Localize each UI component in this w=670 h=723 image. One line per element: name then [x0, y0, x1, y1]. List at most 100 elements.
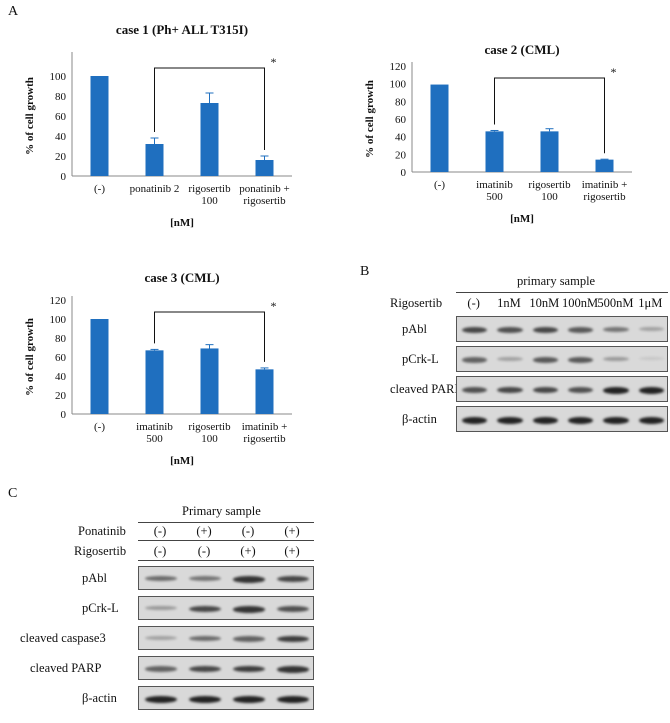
blot-band	[638, 327, 664, 332]
x-tick-label: ponatinib 2	[130, 183, 180, 195]
panel-label-a: A	[8, 4, 19, 19]
blot-b-column-label: 500nM	[597, 296, 634, 310]
blot-band	[145, 606, 177, 611]
bar	[200, 103, 219, 176]
blot-b-column-label: 10nM	[529, 296, 560, 310]
blot-band	[189, 696, 221, 703]
x-tick-label: rigosertib	[188, 421, 231, 433]
y-tick-label: 0	[61, 171, 67, 183]
blot-c-strip	[138, 596, 314, 620]
bar	[90, 76, 109, 176]
y-axis-label: % of cell growth	[24, 77, 36, 155]
panel-label-b: B	[360, 264, 370, 279]
blot-b-strip	[456, 346, 668, 372]
chart-case-2: case 2 (CML) % of cell growth 0 20 40 60 80 100…	[364, 42, 632, 225]
x-tick-label: imatinib	[136, 421, 173, 433]
blot-c-header-rule	[138, 522, 314, 523]
x-tick-label: rigosertib	[528, 179, 571, 191]
y-axis-label: % of cell growth	[24, 318, 36, 396]
blot-c-condition-value: (+)	[284, 524, 300, 538]
blot-band	[462, 417, 488, 424]
blot-band	[532, 387, 558, 394]
blot-b-strip	[456, 376, 668, 402]
y-tick-label: 100	[50, 71, 67, 83]
x-tick-label: rigosertib	[583, 191, 626, 203]
x-tick-label: 100	[201, 195, 218, 207]
x-tick-label: (-)	[434, 179, 445, 191]
blot-band	[638, 357, 664, 361]
significance-bracket	[494, 77, 605, 154]
blot-band	[497, 357, 523, 362]
blot-band	[603, 417, 629, 424]
blot-b-header: primary sample	[517, 274, 596, 288]
significance-bracket	[154, 67, 265, 150]
x-tick-label: 100	[541, 191, 558, 203]
blot-band	[189, 606, 221, 613]
y-tick-label: 20	[55, 151, 67, 163]
bar	[90, 319, 109, 414]
chart-title: case 2 (CML)	[484, 42, 559, 57]
blot-c-strip	[138, 656, 314, 680]
blot-band	[603, 357, 629, 362]
blot-c-condition-rule	[138, 560, 314, 561]
blot-band	[638, 387, 664, 394]
blot-band	[145, 636, 177, 641]
blot-c-row-label: pCrk-L	[82, 601, 119, 615]
bar	[540, 131, 559, 172]
blot-c-condition-label: Rigosertib	[74, 544, 127, 558]
blot-c-condition-value: (+)	[196, 524, 212, 538]
y-tick-label: 60	[55, 352, 67, 364]
western-blot-b: primary sample Rigosertib (-) 1nM 10nM 100nM 5…	[350, 270, 670, 470]
bar	[145, 350, 164, 414]
x-tick-label: rigosertib	[188, 183, 231, 195]
blot-c-condition-value: (-)	[197, 544, 211, 558]
blot-c-strip	[138, 566, 314, 590]
blot-band	[638, 417, 664, 424]
x-tick-label: (-)	[94, 421, 105, 433]
x-tick-label: imatinib	[476, 179, 513, 191]
x-tick-label: ponatinib +	[239, 183, 290, 195]
blot-c-condition-value: (+)	[240, 544, 256, 558]
blot-band	[568, 327, 594, 333]
bar	[485, 131, 504, 172]
x-tick-label: 500	[486, 191, 503, 203]
blot-b-header-rule	[456, 292, 668, 293]
blot-c-strip	[138, 686, 314, 710]
blot-band	[277, 606, 309, 612]
blot-c-header: Primary sample	[182, 504, 261, 518]
y-tick-label: 100	[390, 79, 407, 91]
x-tick-label: rigosertib	[243, 195, 286, 207]
bar	[145, 144, 164, 176]
y-tick-label: 60	[395, 114, 407, 126]
blot-b-row-label: β-actin	[402, 412, 437, 426]
blot-band	[145, 576, 177, 582]
y-tick-label: 20	[395, 149, 407, 161]
blot-band	[462, 387, 488, 393]
blot-band	[532, 357, 558, 363]
significance-label: *	[611, 65, 617, 79]
y-tick-label: 0	[61, 409, 67, 421]
bar	[200, 348, 219, 414]
blot-c-condition-value: (-)	[241, 524, 255, 538]
y-tick-label: 20	[55, 390, 67, 402]
blot-band	[277, 696, 309, 703]
blot-b-column-label: 1nM	[497, 296, 521, 310]
blot-c-row-label: pAbl	[82, 571, 107, 585]
chart-title: case 1 (Ph+ ALL T315I)	[116, 22, 248, 37]
blot-band	[497, 327, 523, 333]
x-axis-label: [nM]	[170, 217, 194, 229]
blot-c-condition-label: Ponatinib	[78, 524, 126, 538]
blot-b-condition-label: Rigosertib	[390, 296, 443, 310]
bar	[255, 369, 274, 414]
blot-band	[532, 327, 558, 334]
y-tick-label: 80	[55, 91, 67, 103]
chart-case-3: case 3 (CML) % of cell growth 0 20 40 60 80 100…	[24, 270, 292, 467]
bar	[430, 84, 449, 172]
blot-c-condition-rule	[138, 540, 314, 541]
blot-c-row-label: cleaved caspase3	[20, 631, 106, 645]
x-axis-label: [nM]	[510, 213, 534, 225]
blot-b-row-label: pCrk-L	[402, 352, 439, 366]
blot-band	[568, 387, 594, 393]
significance-bracket	[154, 311, 265, 362]
western-blot-c: Primary sample Ponatinib (-) (+) (-) (+) Rigos…	[20, 500, 320, 720]
